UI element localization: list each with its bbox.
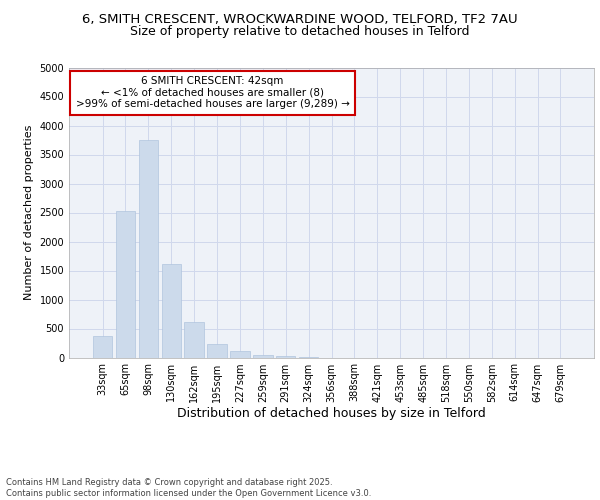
Bar (253, 354, 272, 358)
Bar (208, 344, 227, 357)
Bar (139, 140, 158, 358)
Bar (161, 264, 181, 358)
Bar (276, 356, 295, 358)
Bar (93, 336, 112, 357)
Bar (230, 351, 250, 358)
Bar (116, 211, 135, 358)
Y-axis label: Number of detached properties: Number of detached properties (24, 125, 34, 300)
X-axis label: Distribution of detached houses by size in Telford: Distribution of detached houses by size … (177, 408, 486, 420)
Text: Contains HM Land Registry data © Crown copyright and database right 2025.
Contai: Contains HM Land Registry data © Crown c… (6, 478, 371, 498)
Bar (299, 357, 319, 358)
Text: Size of property relative to detached houses in Telford: Size of property relative to detached ho… (130, 25, 470, 38)
Text: 6, SMITH CRESCENT, WROCKWARDINE WOOD, TELFORD, TF2 7AU: 6, SMITH CRESCENT, WROCKWARDINE WOOD, TE… (82, 12, 518, 26)
Bar (184, 322, 204, 358)
Text: 6 SMITH CRESCENT: 42sqm
← <1% of detached houses are smaller (8)
>99% of semi-de: 6 SMITH CRESCENT: 42sqm ← <1% of detache… (76, 76, 349, 110)
